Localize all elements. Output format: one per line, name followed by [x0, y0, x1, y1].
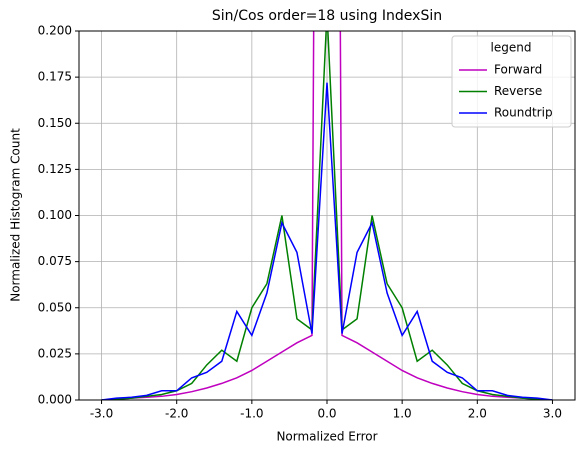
- legend-box: [451, 35, 572, 128]
- y-axis-label: Normalized Histogram Count: [9, 128, 23, 302]
- y-tick-label: 0.025: [38, 346, 72, 360]
- y-tick-label: 0.000: [38, 393, 72, 407]
- y-tick-label: 0.100: [38, 208, 72, 222]
- y-tick-label: 0.200: [38, 24, 72, 38]
- x-tick-label: 2.0: [468, 407, 487, 421]
- series-line: [101, 82, 553, 400]
- x-axis-label: Normalized Error: [276, 430, 377, 444]
- y-tick-label: 0.050: [38, 300, 72, 314]
- x-tick-label: 1.0: [393, 407, 412, 421]
- y-tick-label: 0.125: [38, 162, 72, 176]
- legend-label: Reverse: [494, 84, 542, 98]
- y-tick-label: 0.175: [38, 70, 72, 84]
- y-tick-label: 0.075: [38, 254, 72, 268]
- legend: legend Forward Reverse Roundtrip: [451, 35, 572, 128]
- legend-label: Roundtrip: [494, 106, 553, 120]
- plot-lines: [101, 31, 553, 400]
- x-tick-label: 3.0: [543, 407, 562, 421]
- x-tick-label: -2.0: [165, 407, 188, 421]
- series-line: [101, 31, 553, 400]
- x-tick-label: -1.0: [240, 407, 263, 421]
- chart-title: Sin/Cos order=18 using IndexSin: [212, 8, 442, 24]
- x-tick-label: 0.0: [317, 407, 336, 421]
- legend-title: legend: [491, 41, 532, 55]
- y-tick-label: 0.150: [38, 116, 72, 130]
- legend-label: Forward: [494, 63, 542, 77]
- x-tick-label: -3.0: [90, 407, 113, 421]
